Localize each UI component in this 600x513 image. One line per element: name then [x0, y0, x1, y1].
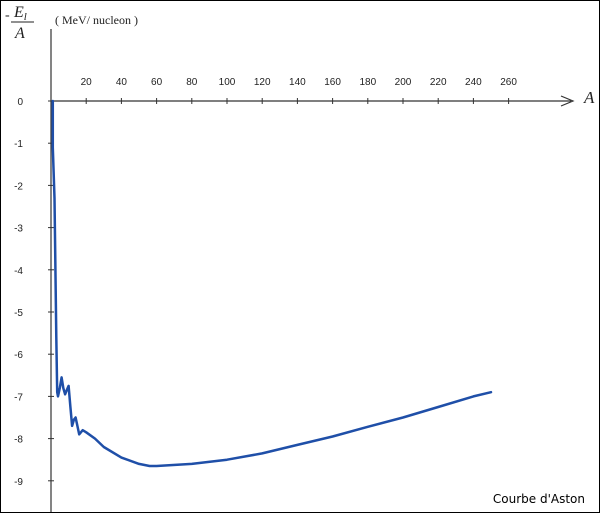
- x-tick-label: 260: [500, 77, 517, 88]
- x-tick-label: 80: [186, 77, 198, 88]
- ylabel-denominator: A: [14, 25, 25, 42]
- series-line: [51, 99, 493, 468]
- y-tick-label: -8: [14, 435, 23, 446]
- y-tick-label: -6: [14, 350, 23, 361]
- chart-caption: Courbe d'Aston: [492, 492, 585, 506]
- series-group: [51, 99, 493, 468]
- y-tick-label: -4: [14, 266, 23, 277]
- ylabel-e: E: [13, 4, 24, 21]
- x-tick-label: 100: [219, 77, 236, 88]
- ylabel-prefix: -: [5, 8, 10, 23]
- y-tick-label: -7: [14, 392, 23, 403]
- x-tick-label: 60: [151, 77, 163, 88]
- x-axis-arrowhead: [560, 95, 575, 107]
- x-tick-label: 140: [289, 77, 306, 88]
- x-tick-label: 180: [359, 77, 376, 88]
- xlabel: A: [583, 88, 595, 107]
- ticks-group: 20 40 60 80 100 120 140 160 180 200 220 240 260 0 -1 -2…: [14, 77, 517, 488]
- x-tick-label: 120: [254, 77, 271, 88]
- ylabel-numerator: El: [13, 4, 27, 23]
- y-tick-label: -1: [14, 139, 23, 150]
- x-tick-label: 160: [324, 77, 341, 88]
- y-tick-label: 0: [17, 97, 23, 108]
- y-tick-label: -5: [14, 308, 23, 319]
- x-tick-label: 40: [116, 77, 128, 88]
- x-tick-label: 220: [430, 77, 447, 88]
- y-tick-label: -9: [14, 477, 23, 488]
- unit-label: ( MeV/ nucleon ): [55, 13, 138, 27]
- y-tick-label: -3: [14, 224, 23, 235]
- x-tick-label: 20: [81, 77, 93, 88]
- ylabel-sub: l: [24, 11, 27, 23]
- x-tick-label: 240: [465, 77, 482, 88]
- y-tick-label: -2: [14, 181, 23, 192]
- x-tick-label: 200: [395, 77, 412, 88]
